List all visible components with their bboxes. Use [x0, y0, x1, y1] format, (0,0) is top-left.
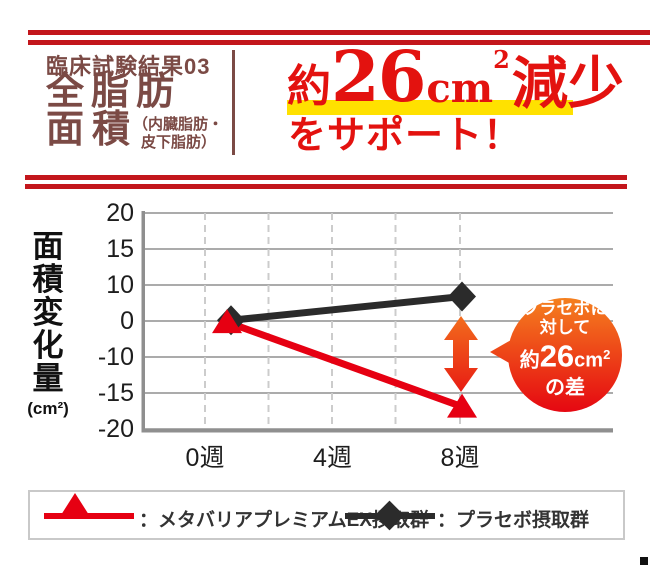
y-tick-label: 10	[106, 271, 134, 299]
title-row-1: 全 脂 肪	[46, 72, 174, 112]
difference-arrow	[444, 316, 478, 392]
y-axis-title-char: 積	[32, 262, 64, 297]
diamond-marker	[448, 281, 476, 312]
claim-suffix: 減少	[511, 51, 624, 117]
clinical-result-badge: 臨床試験結果03	[46, 54, 211, 79]
mid-rule-2	[25, 184, 627, 189]
x-tick-label: 0週	[185, 444, 225, 472]
mid-rule-1	[25, 175, 627, 180]
y-axis-title: 面積変化量 (cm²)	[26, 230, 70, 419]
claim-headline: 約 26 cm 2 減少	[287, 35, 624, 118]
series-line-0	[225, 318, 464, 410]
x-tick-label: 4週	[313, 444, 352, 472]
y-axis-title-char: 変	[32, 295, 64, 330]
title-row-2: 面 積	[46, 110, 130, 150]
paren-line-1: （内臓脂肪・	[133, 116, 224, 133]
y-axis-title-text: 面積変化量	[26, 230, 70, 395]
y-axis-line	[141, 211, 145, 432]
y-axis-title-char: 化	[32, 328, 64, 363]
title-char: 全	[46, 71, 85, 113]
y-axis-title-char: 量	[32, 361, 64, 396]
y-tick-label: 0	[120, 307, 134, 335]
annotation-text: プラセボに 対して 約26cm2 の差	[508, 299, 622, 400]
y-axis-title-char: 面	[32, 229, 64, 264]
title-char: 脂	[90, 71, 129, 113]
triangle-marker	[212, 309, 242, 334]
y-tick-label: 15	[106, 235, 134, 263]
series-line-1	[230, 293, 463, 324]
legend-label-placebo: ：プラセボ摂取群	[437, 510, 590, 531]
top-rule-2	[28, 40, 650, 45]
annotation-number: 26	[539, 338, 575, 374]
x-axis-line	[141, 428, 613, 433]
chart-legend: ：メタバリアプレミアムEX摂取群 ：プラセボ摂取群	[28, 490, 625, 540]
annotation-line-2: 対して	[539, 318, 591, 337]
dashed-week-gridlines	[204, 213, 461, 429]
title-char: 積	[91, 109, 130, 151]
annotation-unit-sup: 2	[603, 347, 611, 362]
top-rule-1	[28, 30, 650, 35]
y-tick-label: -20	[97, 415, 134, 443]
title-char: 肪	[135, 71, 174, 113]
title-parenthetical: （内臓脂肪・ 皮下脂肪）	[133, 116, 223, 152]
annotation-bubble	[508, 298, 622, 412]
legend-triangle-icon	[61, 493, 89, 515]
annotation-line-4: の差	[545, 376, 585, 399]
yellow-highlight-bar	[287, 100, 573, 115]
line-chart	[141, 211, 622, 433]
data-series	[212, 281, 477, 418]
y-tick-label: -15	[97, 379, 134, 407]
claim-number: 26	[331, 35, 426, 118]
y-tick-label: -10	[97, 343, 134, 371]
annotation-approx: 約	[519, 349, 540, 372]
annotation-line-3: 約26cm2	[508, 340, 622, 376]
claim-subline: をサポート！	[288, 112, 523, 157]
annotation-unit: cm	[574, 349, 604, 372]
title-char: 面	[46, 109, 85, 151]
triangle-marker	[447, 393, 477, 418]
legend-line-metabaria	[44, 513, 134, 519]
x-tick-label: 8週	[440, 444, 480, 472]
claim-unit-sup: 2	[493, 45, 510, 74]
y-tick-label: 20	[106, 199, 134, 227]
claim-prefix: 約	[287, 61, 331, 112]
y-axis-unit: (cm²)	[27, 399, 69, 418]
header-divider	[232, 50, 235, 155]
claim-unit: cm	[426, 65, 494, 112]
corner-dot	[640, 557, 648, 565]
paren-line-2: 皮下脂肪）	[141, 134, 217, 151]
annotation-line-1: プラセボに	[522, 299, 608, 318]
